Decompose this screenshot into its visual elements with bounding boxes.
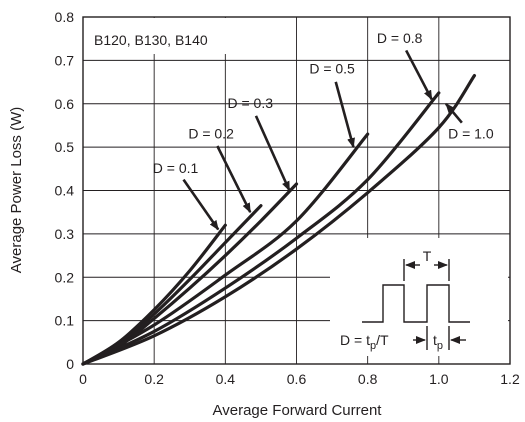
- device-label: B120, B130, B140: [94, 32, 208, 48]
- annotation-arrow: [182, 178, 220, 231]
- y-axis-title: Average Power Loss (W): [8, 107, 25, 273]
- curves: [81, 73, 477, 366]
- annotations: D = 0.1 D = 0.2 D = 0.3 D = 0.5 D = 0.8 D = 1…: [153, 30, 494, 231]
- curve-annotation: D = 0.2: [188, 125, 234, 141]
- y-tick-label: 0.6: [55, 96, 75, 112]
- x-tick-label: 1.2: [500, 371, 520, 387]
- y-tick-label: 0.2: [55, 269, 75, 285]
- curve-annotation: D = 1.0: [448, 125, 494, 141]
- pulse-width-label: tp: [433, 332, 443, 352]
- duty-cycle-inset: T D = tp/T tp: [330, 238, 508, 356]
- x-tick-label: 0.4: [216, 371, 236, 387]
- x-tick-label: 0.2: [144, 371, 164, 387]
- series-line: [81, 182, 299, 366]
- series-line: [81, 204, 263, 366]
- annotation-arrow: [444, 102, 463, 124]
- grid: [82, 16, 511, 365]
- pulse-waveform: [362, 284, 470, 323]
- x-axis-title: Average Forward Current: [213, 402, 383, 419]
- annotation-arrow: [334, 81, 355, 149]
- tick-labels: 0 0.2 0.4 0.6 0.8 1.0 1.2 0 0.1 0.2 0.3 0.4 0.5 0.6 0.…: [55, 9, 520, 387]
- series-line: [81, 132, 370, 366]
- curve-annotation: D = 0.8: [377, 30, 423, 46]
- plot-frame: [82, 16, 511, 365]
- period-label: T: [423, 248, 432, 264]
- curve-annotation: D = 0.3: [227, 95, 273, 111]
- curve-annotation: D = 0.1: [153, 160, 199, 176]
- y-tick-label: 0.7: [55, 52, 75, 68]
- device-label-box: [84, 18, 228, 54]
- annotation-arrow: [405, 49, 433, 101]
- y-tick-label: 0: [66, 356, 74, 372]
- x-tick-label: 0.6: [287, 371, 307, 387]
- annotation-arrow: [254, 115, 291, 192]
- annotation-arrow: [216, 145, 252, 214]
- y-tick-label: 0.1: [55, 313, 75, 329]
- x-tick-label: 0.8: [358, 371, 378, 387]
- y-tick-label: 0.8: [55, 9, 75, 25]
- series-line: [81, 73, 477, 366]
- y-tick-label: 0.4: [55, 183, 75, 199]
- x-tick-label: 0: [79, 371, 87, 387]
- series-line: [81, 91, 441, 366]
- y-tick-label: 0.5: [55, 139, 75, 155]
- y-tick-label: 0.3: [55, 226, 75, 242]
- duty-cycle-formula: D = tp/T: [340, 332, 389, 352]
- curve-annotation: D = 0.5: [309, 60, 355, 76]
- x-tick-label: 1.0: [429, 371, 449, 387]
